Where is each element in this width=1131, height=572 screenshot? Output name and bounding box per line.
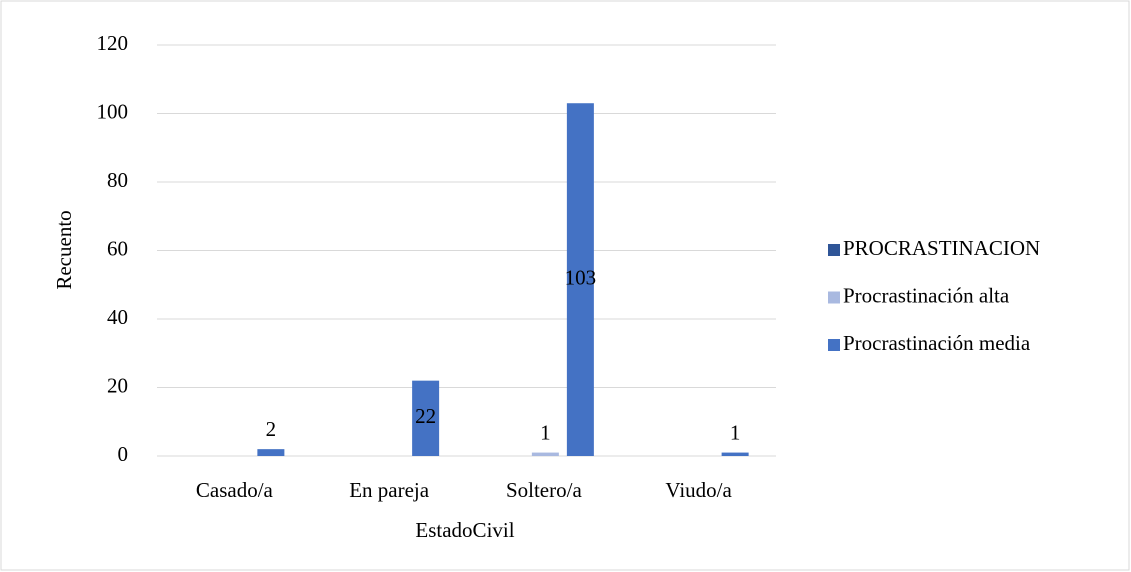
bar: [257, 449, 285, 456]
y-axis-title: Recuento: [52, 210, 76, 289]
y-tick-label: 80: [107, 168, 128, 192]
legend-label: PROCRASTINACION: [843, 236, 1040, 260]
data-label: 1: [730, 420, 741, 444]
legend-swatch: [828, 339, 840, 351]
bar: [721, 452, 749, 456]
bar: [412, 380, 440, 456]
legend-label: Procrastinación media: [843, 331, 1031, 355]
x-tick-label: Casado/a: [196, 478, 274, 502]
x-tick-label: Soltero/a: [506, 478, 582, 502]
x-axis-title: EstadoCivil: [415, 518, 514, 542]
data-label: 22: [415, 404, 436, 428]
x-tick-label: Viudo/a: [665, 478, 732, 502]
data-label: 2: [266, 417, 277, 441]
data-label: 103: [565, 265, 597, 289]
y-tick-label: 20: [107, 373, 128, 397]
bar: [531, 452, 559, 456]
y-tick-label: 40: [107, 305, 128, 329]
x-tick-label: En pareja: [349, 478, 430, 502]
data-label: 1: [540, 420, 551, 444]
y-tick-label: 60: [107, 236, 128, 260]
y-tick-label: 0: [118, 442, 129, 466]
y-tick-label: 100: [97, 99, 129, 123]
legend-swatch: [828, 244, 840, 256]
legend-swatch: [828, 291, 840, 304]
y-tick-label: 120: [97, 31, 129, 55]
bar: [566, 103, 594, 456]
legend-label: Procrastinación alta: [843, 283, 1010, 307]
